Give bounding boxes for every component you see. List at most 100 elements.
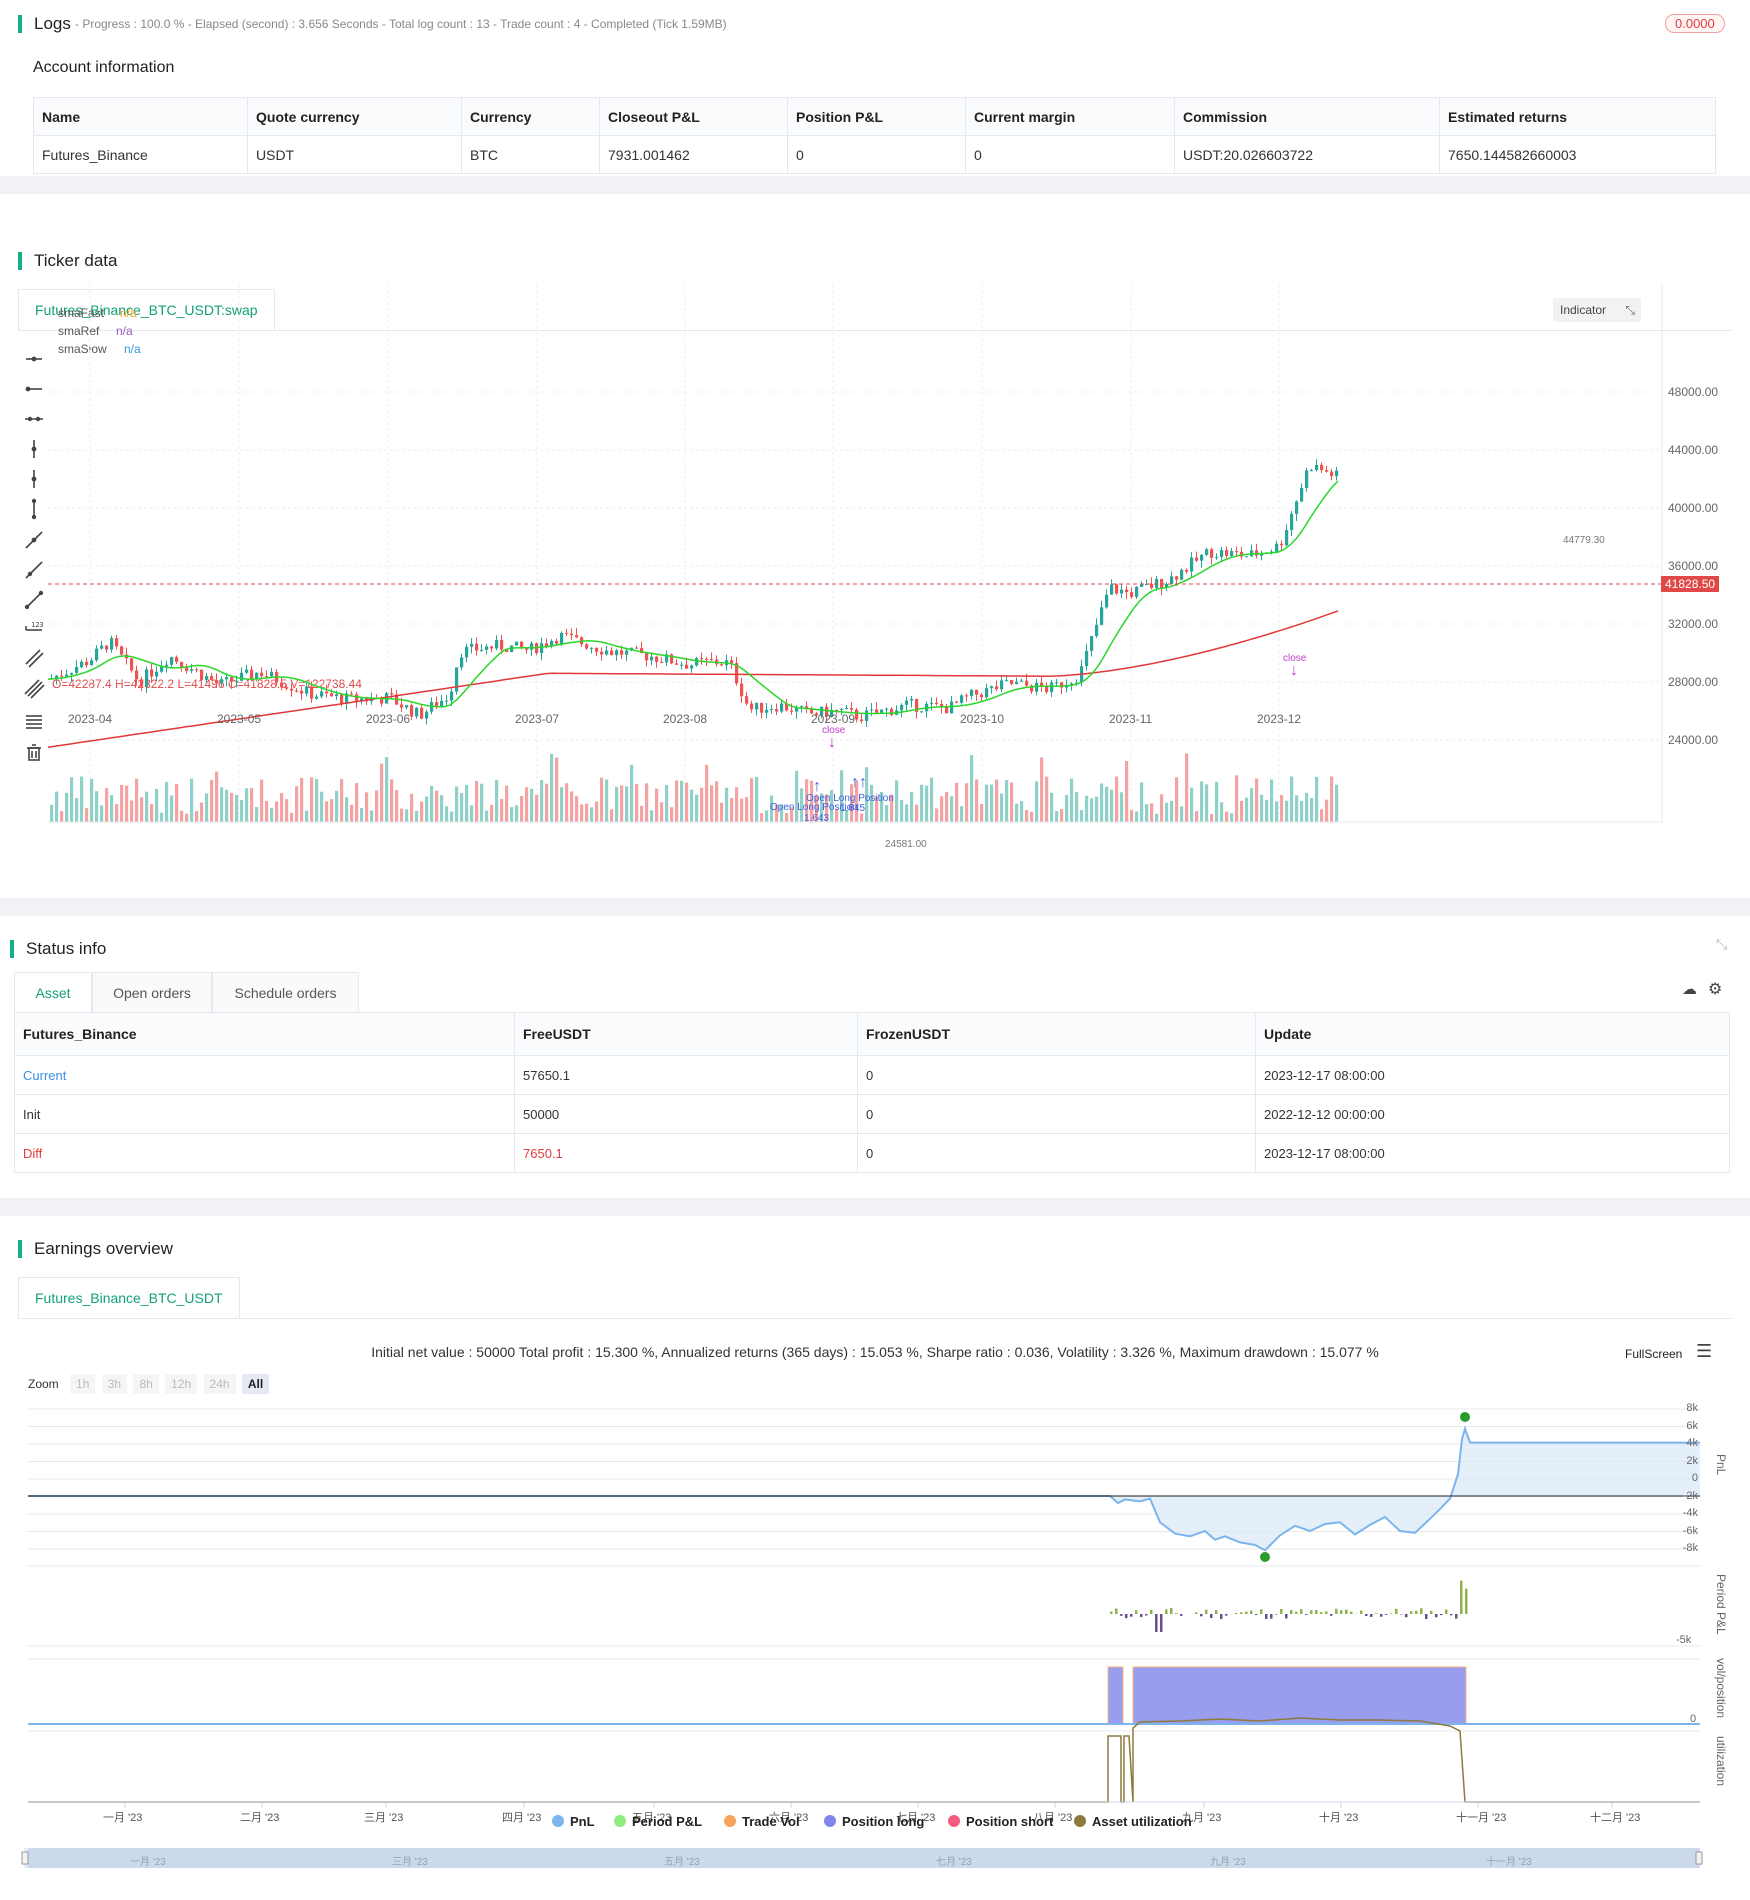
period-pnl-bar (1320, 1612, 1323, 1614)
extended-line-icon[interactable] (25, 416, 43, 422)
account-table: Name Quote currency Currency Closeout P&… (33, 97, 1716, 174)
candle-body (240, 672, 244, 681)
candle-body (720, 664, 724, 666)
zoom-3h[interactable]: 3h (101, 1374, 128, 1394)
candle-body (95, 648, 99, 661)
candle-body (1085, 650, 1089, 667)
tab-asset[interactable]: Asset (14, 972, 92, 1012)
expand-icon[interactable]: ⤡ (1625, 303, 1635, 317)
trash-icon[interactable] (27, 744, 41, 761)
candle-body (150, 669, 154, 677)
price-range-icon[interactable]: 123 (25, 621, 44, 631)
volume-bar (1055, 811, 1059, 822)
candle-body (1005, 680, 1009, 682)
fullscreen-button[interactable]: FullScreen (1625, 1347, 1683, 1361)
low-label: 24581.00 (885, 839, 927, 850)
candle-body (745, 696, 749, 704)
legend-item-period-p-l[interactable]: Period P&L (614, 1814, 702, 1829)
legend-item-trade-vol[interactable]: Trade Vol (724, 1814, 800, 1829)
fibonacci-channel-icon[interactable] (24, 679, 45, 699)
asset-row-diff-label: Diff (14, 1133, 515, 1173)
account-header-margin: Current margin (965, 97, 1175, 136)
zoom-12h[interactable]: 12h (165, 1374, 198, 1394)
candle-body (55, 675, 59, 679)
candle-body (815, 713, 819, 716)
volume-bar (420, 801, 424, 822)
parallel-channel-icon[interactable] (25, 649, 44, 668)
vertical-line-icon[interactable] (31, 440, 37, 458)
volume-bar (775, 804, 779, 822)
hamburger-menu-icon[interactable]: ☰ (1696, 1341, 1713, 1361)
date-tick-label: 2023-05 (217, 712, 262, 726)
legend-item-position-long[interactable]: Position long (824, 1814, 924, 1829)
horizontal-ray-icon[interactable] (25, 386, 42, 392)
candle-body (490, 646, 494, 649)
arrow-line-icon[interactable] (24, 590, 44, 610)
volume-bar (1000, 793, 1004, 822)
price-tick-label: 44000.00 (1668, 443, 1719, 457)
candle-body (170, 657, 174, 665)
volume-bar (675, 780, 679, 822)
tab-schedule-orders[interactable]: Schedule orders (212, 972, 359, 1012)
volume-bar (265, 800, 269, 822)
legend-item-asset-utilization[interactable]: Asset utilization (1074, 1814, 1192, 1829)
candle-body (65, 674, 69, 677)
horizontal-line-icon[interactable] (26, 356, 42, 362)
volume-bar (820, 793, 824, 822)
collapse-icon[interactable]: ⤡ (1716, 936, 1728, 952)
legend-label: Asset utilization (1092, 1814, 1192, 1829)
candle-body (235, 680, 239, 682)
candle-body (90, 660, 94, 666)
indicator-button[interactable]: Indicator ⤡ (1553, 298, 1641, 322)
zoom-24h[interactable]: 24h (203, 1374, 236, 1394)
candle-body (305, 686, 309, 694)
trend-line-icon[interactable] (25, 531, 43, 549)
period-pnl-bar (1455, 1614, 1458, 1619)
candle-body (1270, 551, 1274, 553)
candle-body (260, 672, 264, 677)
volume-bar (1265, 799, 1269, 822)
candle-body (70, 672, 74, 675)
gear-icon[interactable]: ⚙ (1708, 981, 1723, 998)
navigator-tick-label: 五月 '23 (664, 1857, 700, 1868)
asset-cell: 0 (857, 1055, 1256, 1095)
trend-ray-icon[interactable] (25, 561, 43, 579)
svg-text:123: 123 (31, 621, 44, 629)
candle-body (400, 704, 404, 708)
vertical-segment-icon[interactable] (31, 498, 37, 520)
volume-bar (630, 764, 634, 822)
zoom-8h[interactable]: 8h (133, 1374, 159, 1394)
fibonacci-retracement-icon[interactable] (26, 715, 42, 729)
candle-body (990, 686, 994, 689)
close-marker-1: close (822, 725, 846, 736)
vertical-ray-icon[interactable] (31, 470, 37, 488)
volume-bar (90, 778, 94, 822)
legend-item-pnl[interactable]: PnL (552, 1814, 595, 1829)
account-title: Account information (33, 59, 175, 76)
candle-body (965, 695, 969, 697)
pnl-tick-label: 6k (1686, 1419, 1698, 1432)
volume-bar (1260, 794, 1264, 822)
candle-body (1335, 470, 1339, 477)
zoom-1h[interactable]: 1h (70, 1374, 96, 1394)
indicator-row-smaref: smaRef n/a (58, 324, 133, 338)
candle-body (960, 695, 964, 703)
volume-bar (970, 754, 974, 822)
tab-ticker-symbol[interactable]: Futures_Binance_BTC_USDT:swap (18, 289, 275, 330)
cloud-download-icon[interactable]: ☁ (1682, 981, 1697, 998)
legend-item-position-short[interactable]: Position short (948, 1814, 1053, 1829)
candle-body (1280, 543, 1284, 546)
zoom-all[interactable]: All (241, 1374, 270, 1394)
volume-bar (985, 784, 989, 822)
candle-body (890, 708, 894, 715)
volume-bar (415, 810, 419, 822)
tab-earnings-symbol[interactable]: Futures_Binance_BTC_USDT (18, 1277, 240, 1318)
asset-cell-diff: 7650.1 (514, 1133, 858, 1173)
volume-bar (955, 782, 959, 822)
volume-bar (95, 791, 99, 822)
candle-body (1030, 685, 1034, 692)
candle-body (575, 635, 579, 638)
volume-bar (435, 790, 439, 822)
tab-open-orders[interactable]: Open orders (92, 972, 212, 1012)
volume-bar (850, 784, 854, 822)
